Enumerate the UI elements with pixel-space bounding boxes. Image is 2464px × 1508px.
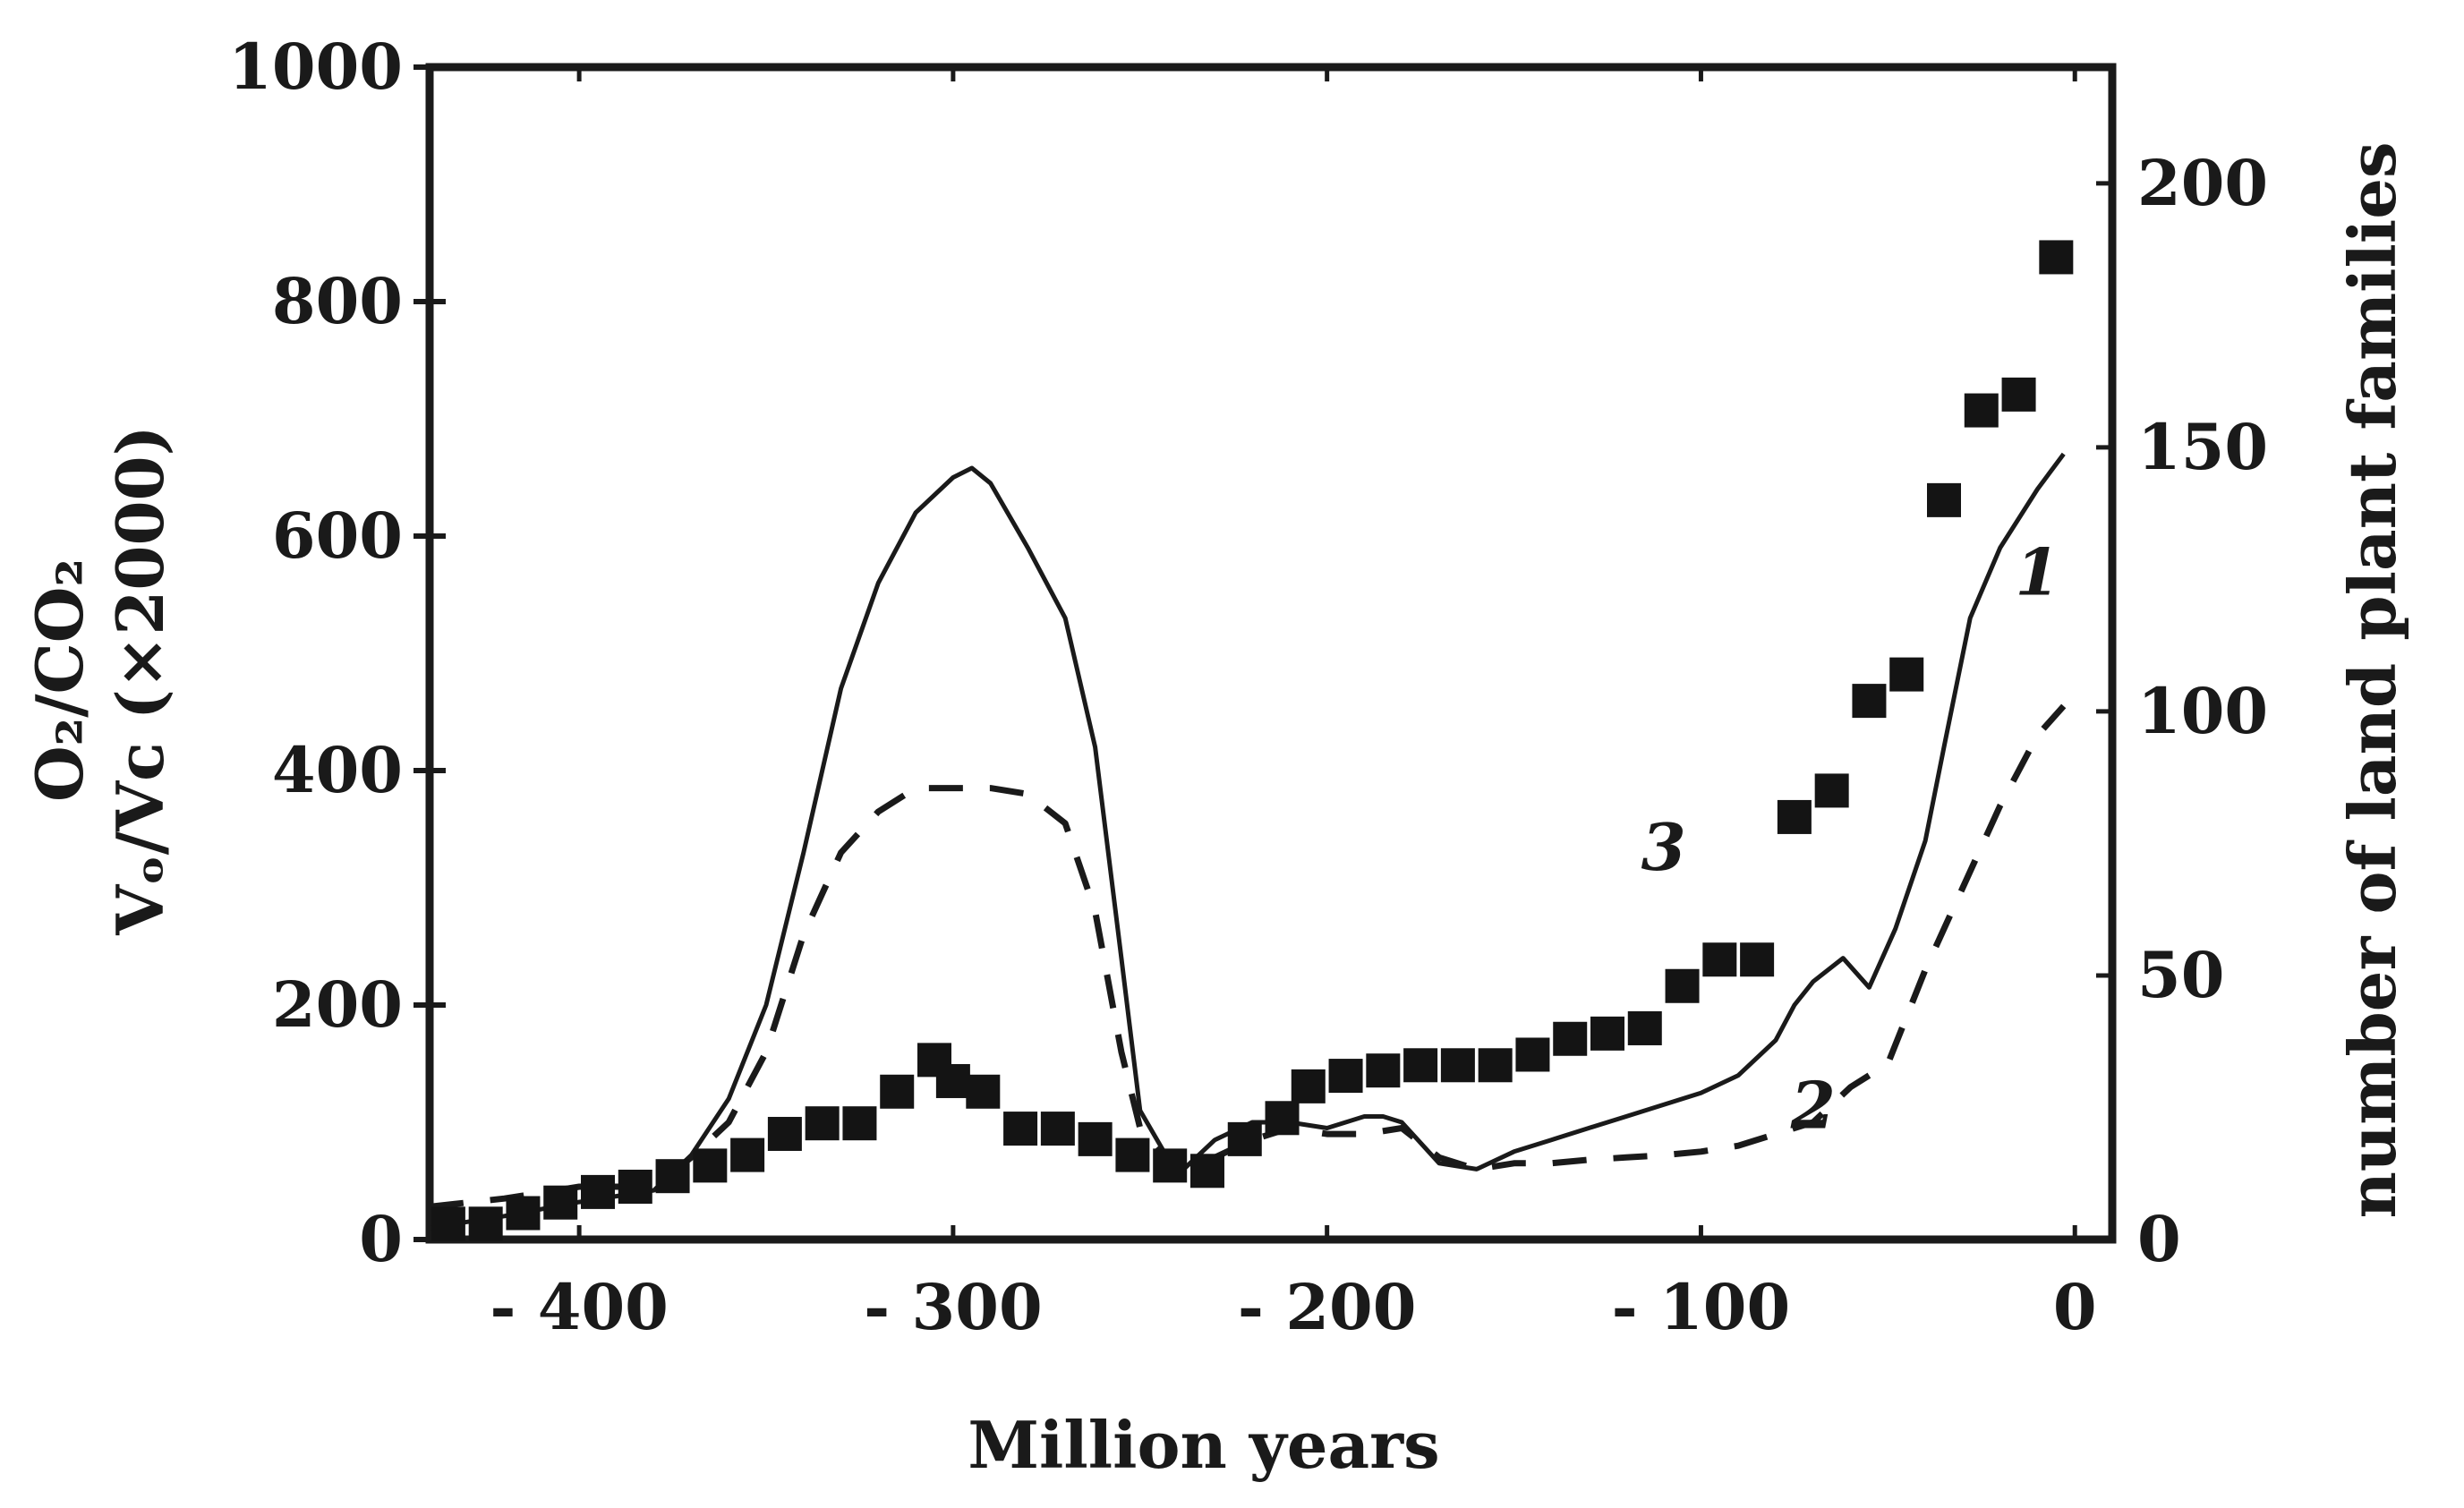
y-left-tick-label: 200 xyxy=(272,967,403,1042)
series-3-point xyxy=(1702,942,1737,977)
series-3-point xyxy=(431,1206,465,1241)
series-3-point xyxy=(1964,393,1999,428)
series-3-point xyxy=(1440,1048,1475,1083)
series-1-line xyxy=(429,452,2066,1231)
series-3-point xyxy=(1003,1112,1038,1146)
series-3-point xyxy=(1403,1048,1438,1083)
x-tick-label: 0 xyxy=(2053,1270,2097,1344)
series-3-point xyxy=(1189,1154,1224,1189)
series-3-point xyxy=(767,1116,802,1151)
series-3-point xyxy=(1814,773,1849,808)
series-3-point xyxy=(1515,1037,1550,1072)
series-3-point xyxy=(1328,1059,1363,1094)
y-right-axis-title: number of land plant families xyxy=(2334,141,2410,1218)
y-left-tick-label: 400 xyxy=(272,733,403,807)
y-left-tick-label: 0 xyxy=(359,1202,403,1276)
series-3-point xyxy=(1078,1121,1113,1156)
series-3-point xyxy=(581,1174,615,1209)
series-3-point xyxy=(1553,1021,1588,1056)
series-3-point xyxy=(842,1106,877,1141)
plot-frame xyxy=(425,63,2117,1244)
series-3-point xyxy=(1777,799,1812,834)
series-3-point xyxy=(1115,1137,1150,1172)
series-3-point xyxy=(1665,968,1700,1003)
series-3-point xyxy=(2039,240,2074,275)
series-3-point xyxy=(966,1074,1001,1109)
series-3-point xyxy=(1227,1121,1262,1156)
x-tick-labels: - 400 - 300 - 200 - 100 0 xyxy=(490,1270,2096,1344)
series-3-point xyxy=(1927,482,1961,517)
series-3-point xyxy=(1740,942,1775,977)
series-3-point xyxy=(1478,1048,1513,1083)
y-right-tick-label: 50 xyxy=(2137,938,2224,1012)
series-3-point xyxy=(1366,1053,1401,1088)
y-left-tick-label: 600 xyxy=(272,498,403,573)
series-3-point xyxy=(935,1063,970,1098)
axis-ticks xyxy=(414,64,2112,1242)
series-3-point xyxy=(1627,1010,1662,1045)
series-layer xyxy=(429,240,2074,1241)
series-3-point xyxy=(468,1206,503,1241)
series-3-point xyxy=(1291,1069,1326,1103)
y-left-tick-label: 800 xyxy=(272,264,403,338)
y-axis-title-line2: Vₒ/Vᴄ (×2000) xyxy=(102,425,178,935)
series-3-point xyxy=(543,1185,578,1220)
y-axis-title-line1: O₂/CO₂ xyxy=(21,558,98,802)
right-y-tick-labels: 0 50 100 150 200 xyxy=(2137,146,2268,1276)
series-3-markers xyxy=(431,240,2074,1241)
series-3-point xyxy=(880,1074,915,1109)
series-3-point xyxy=(805,1106,840,1141)
series-3-point xyxy=(1852,684,1887,719)
series-3-point xyxy=(1040,1112,1075,1146)
series-3-point xyxy=(506,1196,541,1231)
series-3-point xyxy=(1153,1148,1188,1183)
series-3-point xyxy=(618,1169,652,1204)
y-right-tick-label: 100 xyxy=(2137,674,2268,748)
x-tick-label: - 400 xyxy=(490,1270,669,1344)
curve-label-3: 3 xyxy=(1641,809,1686,885)
series-3-point xyxy=(730,1137,765,1172)
series-3-point xyxy=(655,1159,690,1194)
series-3-point xyxy=(1265,1101,1300,1136)
y-right-tick-label: 150 xyxy=(2137,410,2268,484)
series-3-point xyxy=(1889,657,1924,692)
y-right-tick-label: 200 xyxy=(2137,146,2268,220)
left-y-tick-labels: 0 200 400 600 800 1000 xyxy=(228,30,403,1276)
x-axis-title: Million years xyxy=(968,1407,1439,1483)
y-right-tick-label: 0 xyxy=(2137,1202,2181,1276)
x-tick-label: - 200 xyxy=(1238,1270,1417,1344)
curve-label-2: 2 xyxy=(1790,1068,1836,1144)
series-3-point xyxy=(1590,1016,1624,1051)
series-3-point xyxy=(2001,377,2036,412)
curve-label-1: 1 xyxy=(2015,534,2059,610)
curve-labels: 1 2 3 xyxy=(1641,534,2060,1144)
x-tick-label: - 100 xyxy=(1612,1270,1791,1344)
series-3-point xyxy=(693,1148,728,1183)
x-tick-label: - 300 xyxy=(864,1270,1043,1344)
y-left-tick-label: 1000 xyxy=(228,30,403,104)
